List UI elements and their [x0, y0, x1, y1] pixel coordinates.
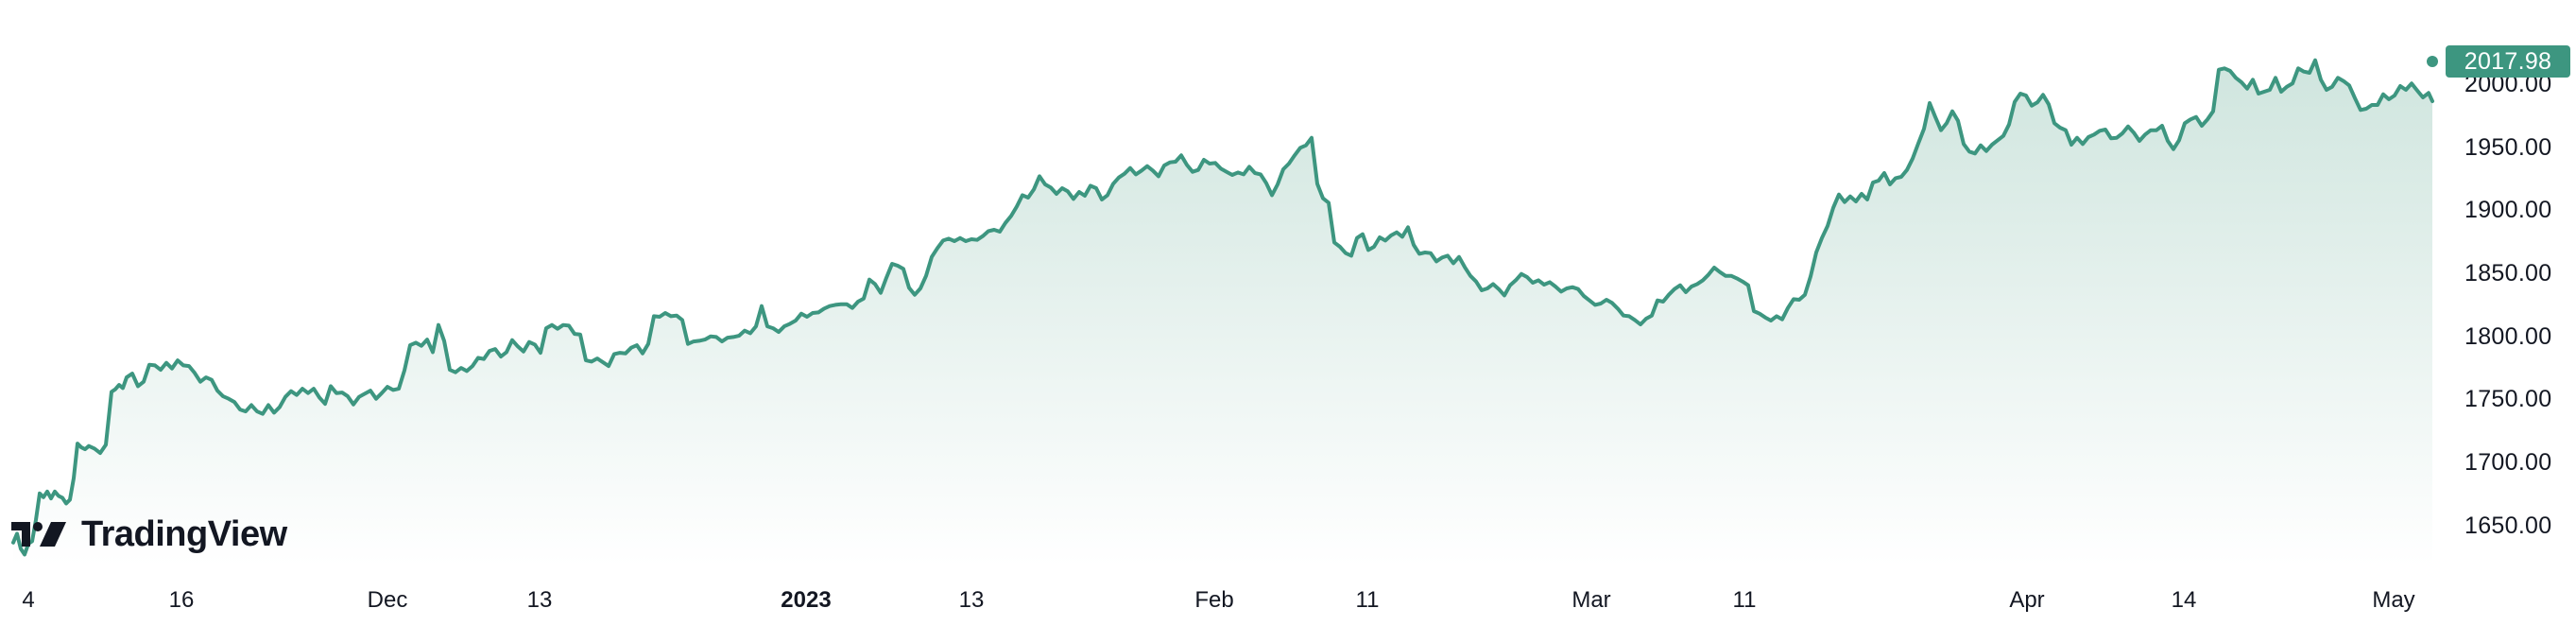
last-price-tag: 2017.98	[2446, 45, 2570, 78]
x-tick-label: 4	[22, 587, 35, 613]
y-tick-label: 1850.00	[2464, 260, 2552, 287]
tradingview-logo[interactable]: TradingView	[11, 513, 287, 556]
y-tick-label: 1700.00	[2464, 449, 2552, 477]
x-tick-label: 13	[958, 587, 985, 613]
x-tick-label: Apr	[2009, 587, 2045, 613]
y-tick-label: 1950.00	[2464, 133, 2552, 161]
y-tick-label: 1650.00	[2464, 512, 2552, 539]
x-tick-label: May	[2372, 587, 2415, 613]
y-tick-label: 1750.00	[2464, 386, 2552, 413]
y-tick-label: 1900.00	[2464, 197, 2552, 224]
tradingview-logo-icon	[11, 522, 66, 547]
x-tick-label: 14	[2171, 587, 2197, 613]
x-tick-label: 16	[168, 587, 195, 613]
x-tick-label: Mar	[1571, 587, 1611, 613]
logo-text: TradingView	[81, 513, 287, 554]
x-tick-label: 11	[1732, 587, 1757, 613]
last-price-marker	[2427, 56, 2438, 67]
x-tick-label: Dec	[367, 587, 408, 613]
x-tick-label: Feb	[1194, 587, 1234, 613]
price-area-fill	[13, 60, 2432, 565]
x-tick-label: 2023	[781, 587, 832, 613]
x-tick-label: 11	[1355, 587, 1380, 613]
x-tick-label: 13	[526, 587, 553, 613]
y-tick-label: 1800.00	[2464, 322, 2552, 350]
price-line[interactable]	[11, 58, 2434, 557]
